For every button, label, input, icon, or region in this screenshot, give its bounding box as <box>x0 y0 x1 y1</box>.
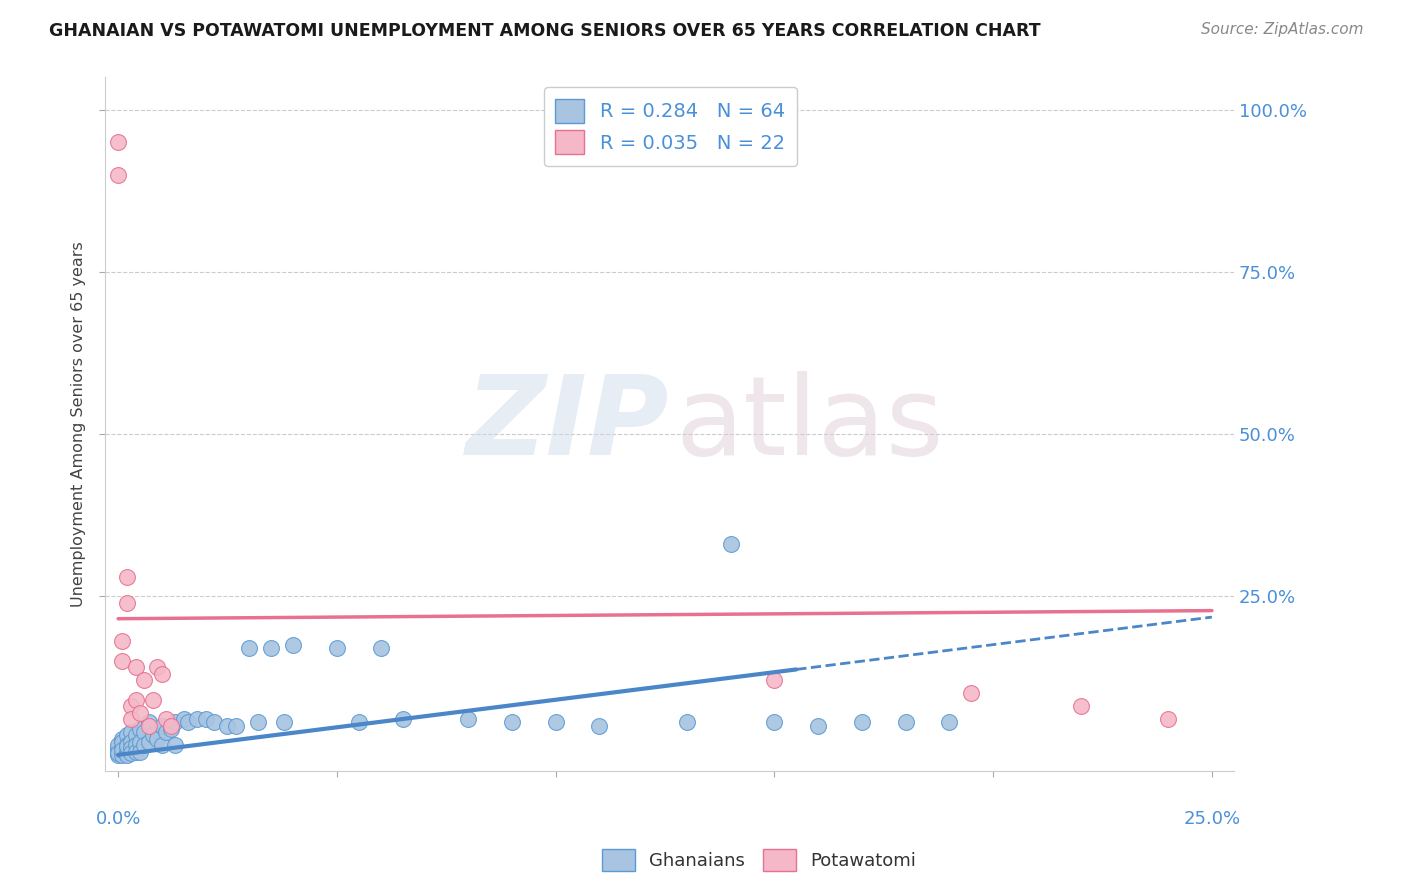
Point <box>107 168 129 182</box>
Point <box>347 715 370 730</box>
Point <box>115 595 138 609</box>
Point <box>107 741 129 756</box>
Point <box>120 741 142 756</box>
Point <box>194 712 217 726</box>
Point <box>115 738 138 752</box>
Point <box>894 715 917 730</box>
Point <box>111 731 134 746</box>
Text: Source: ZipAtlas.com: Source: ZipAtlas.com <box>1201 22 1364 37</box>
Text: GHANAIAN VS POTAWATOMI UNEMPLOYMENT AMONG SENIORS OVER 65 YEARS CORRELATION CHAR: GHANAIAN VS POTAWATOMI UNEMPLOYMENT AMON… <box>49 22 1040 40</box>
Point <box>134 725 156 739</box>
Text: 0.0%: 0.0% <box>96 810 141 828</box>
Point <box>107 738 129 752</box>
Point <box>129 722 152 736</box>
Point <box>111 743 134 757</box>
Point <box>260 640 283 655</box>
Point <box>115 569 138 583</box>
Point <box>150 738 173 752</box>
Point <box>124 728 146 742</box>
Point <box>326 640 349 655</box>
Point <box>247 715 270 730</box>
Point <box>115 739 138 754</box>
Point <box>115 747 138 762</box>
Point <box>1070 699 1092 714</box>
Point <box>138 719 160 733</box>
Point <box>225 719 247 733</box>
Point <box>544 715 567 730</box>
Point <box>129 706 152 720</box>
Point <box>159 719 181 733</box>
Point <box>111 735 134 749</box>
Point <box>111 654 134 668</box>
Legend: R = 0.284   N = 64, R = 0.035   N = 22: R = 0.284 N = 64, R = 0.035 N = 22 <box>544 87 797 166</box>
Point <box>960 686 983 700</box>
Point <box>146 731 169 746</box>
Point <box>720 537 742 551</box>
Point <box>124 745 146 759</box>
Legend: Ghanaians, Potawatomi: Ghanaians, Potawatomi <box>595 842 924 879</box>
Point <box>138 735 160 749</box>
Point <box>281 638 304 652</box>
Point <box>1157 712 1180 726</box>
Point <box>111 741 134 756</box>
Point <box>146 660 169 674</box>
Point <box>163 715 186 730</box>
Point <box>120 725 142 739</box>
Point <box>938 715 960 730</box>
Point <box>238 640 260 655</box>
Point <box>150 719 173 733</box>
Point <box>273 715 295 730</box>
Point <box>159 722 181 736</box>
Point <box>115 728 138 742</box>
Point <box>107 746 129 760</box>
Point <box>120 712 142 726</box>
Point <box>120 735 142 749</box>
Point <box>124 692 146 706</box>
Point <box>391 712 413 726</box>
Point <box>107 135 129 149</box>
Text: atlas: atlas <box>675 371 943 478</box>
Point <box>763 715 786 730</box>
Point <box>155 712 177 726</box>
Point <box>457 712 479 726</box>
Point <box>129 735 152 749</box>
Point <box>676 715 699 730</box>
Point <box>124 660 146 674</box>
Point <box>163 738 186 752</box>
Point <box>107 745 129 759</box>
Point <box>134 673 156 688</box>
Point <box>115 745 138 759</box>
Point <box>186 712 208 726</box>
Point <box>202 715 225 730</box>
Point <box>124 738 146 752</box>
Point <box>111 747 134 762</box>
Point <box>588 719 610 733</box>
Point <box>107 747 129 762</box>
Point <box>120 746 142 760</box>
Point <box>173 712 195 726</box>
Point <box>111 634 134 648</box>
Point <box>155 725 177 739</box>
Point <box>138 715 160 730</box>
Point <box>150 666 173 681</box>
Text: 25.0%: 25.0% <box>1184 810 1240 828</box>
Point <box>851 715 873 730</box>
Point <box>134 738 156 752</box>
Point <box>142 692 165 706</box>
Point <box>370 640 392 655</box>
Point <box>120 699 142 714</box>
Point <box>501 715 523 730</box>
Point <box>217 719 239 733</box>
Point <box>807 719 830 733</box>
Text: ZIP: ZIP <box>465 371 669 478</box>
Point <box>142 728 165 742</box>
Point <box>763 673 786 688</box>
Y-axis label: Unemployment Among Seniors over 65 years: Unemployment Among Seniors over 65 years <box>72 242 86 607</box>
Point <box>129 745 152 759</box>
Point <box>177 715 200 730</box>
